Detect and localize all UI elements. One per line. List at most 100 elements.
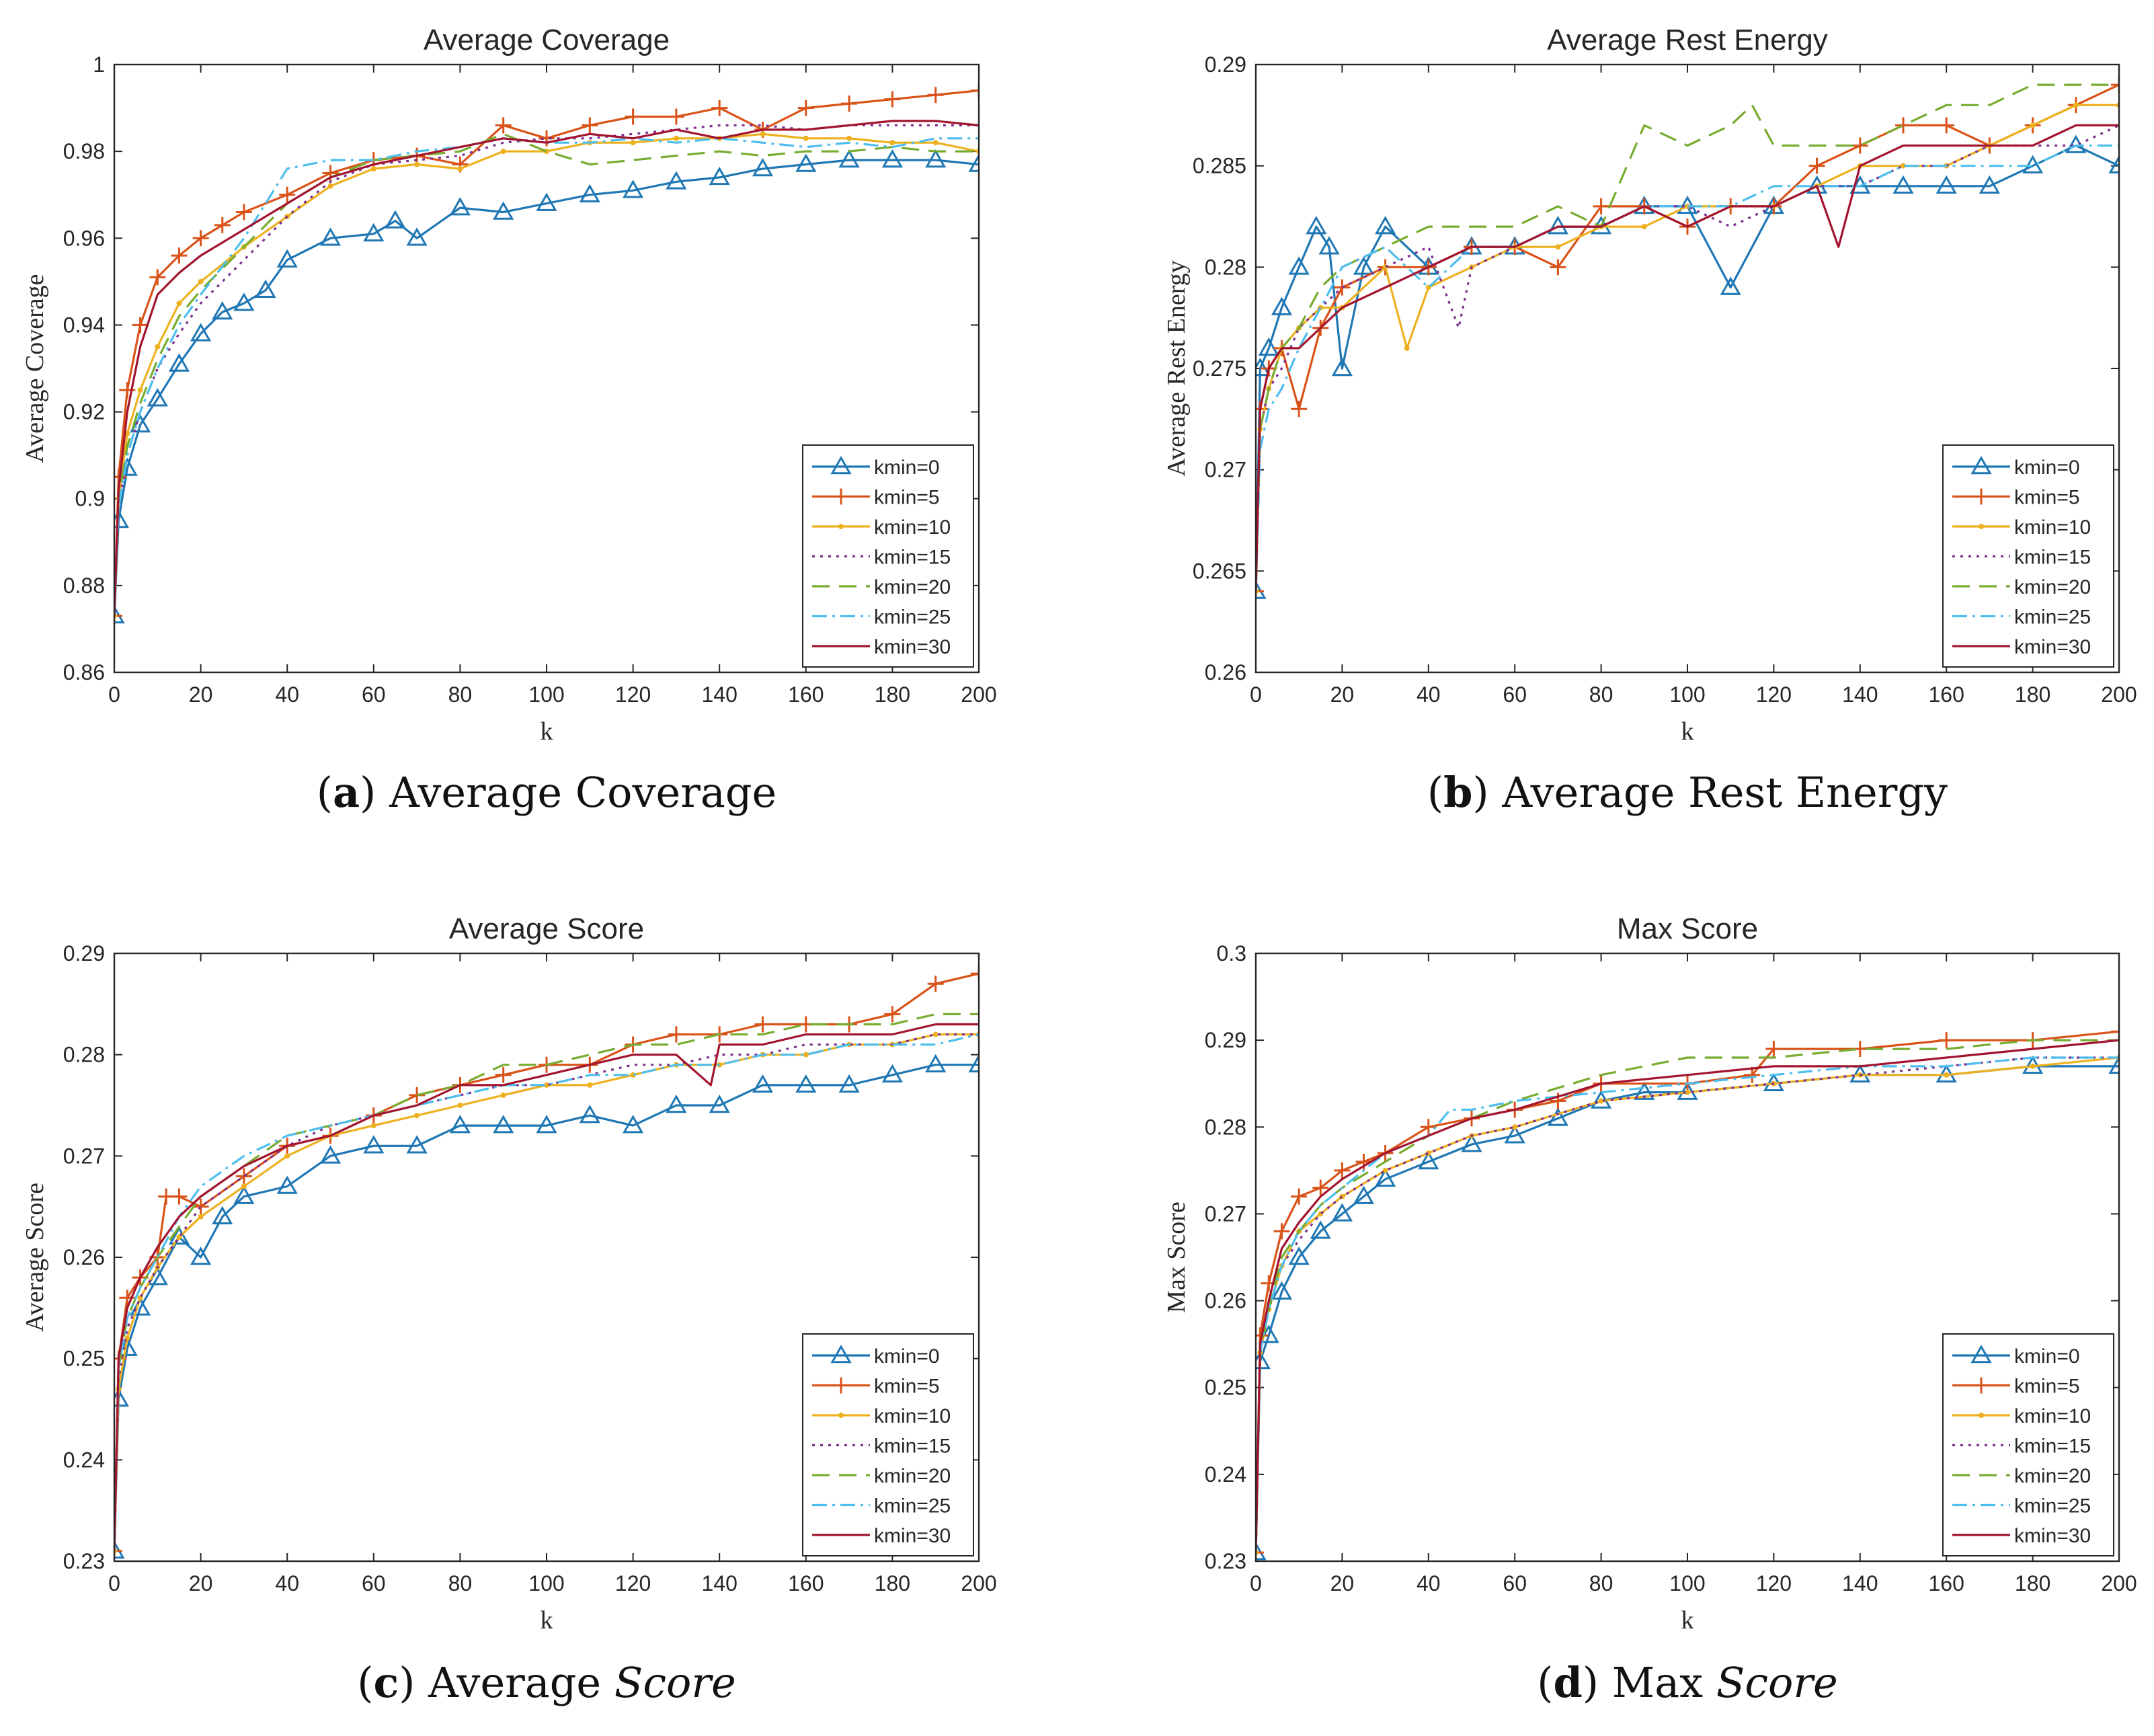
x-tick-label: 20 — [1330, 682, 1355, 707]
x-tick-label: 80 — [1589, 1571, 1613, 1595]
x-tick-label: 140 — [702, 1571, 737, 1595]
data-point-marker — [838, 1074, 860, 1093]
data-point-marker — [841, 95, 858, 112]
legend: kmin=0 kmin=5 kmin=10 kmin=15 kmin=20 kmin=25… — [1942, 444, 2114, 668]
y-tick-label: 0.28 — [63, 1043, 105, 1067]
legend: kmin=0 kmin=5 kmin=10 kmin=15 kmin=20 kmin=25… — [1942, 1333, 2114, 1556]
y-tick-label: 1 — [93, 52, 105, 77]
data-point-marker — [1318, 236, 1340, 255]
data-point-marker — [1938, 117, 1955, 134]
data-point-marker — [1312, 1179, 1329, 1196]
y-axis-label: Average Score — [21, 1183, 49, 1332]
data-point-marker — [198, 1214, 204, 1220]
data-point-marker — [1550, 259, 1566, 276]
data-point-marker — [1555, 244, 1561, 250]
data-point-marker — [1291, 401, 1308, 418]
series-line-kmin-15 — [114, 1033, 979, 1551]
legend-entry: kmin=30 — [874, 1525, 951, 1547]
y-tick-label: 0.26 — [63, 1245, 105, 1269]
data-point-marker — [582, 117, 598, 134]
chart-panel-b: Average Rest Energy 0 20 40 60 80 100 120 140 160… — [1162, 24, 2137, 746]
data-point-marker — [1404, 345, 1410, 351]
y-axis-label: Average Rest Energy — [1162, 260, 1191, 476]
data-point-marker — [711, 100, 728, 116]
legend-marker — [830, 455, 852, 475]
data-point-marker — [114, 1540, 125, 1559]
x-tick-label: 0 — [108, 1571, 120, 1595]
legend-entry: kmin=10 — [874, 1405, 951, 1427]
x-tick-label: 180 — [2015, 1571, 2050, 1595]
x-tick-label: 0 — [1250, 682, 1262, 707]
data-point-marker — [709, 166, 730, 186]
legend-marker — [838, 524, 844, 529]
y-tick-label: 0.26 — [1205, 660, 1246, 684]
series-line-kmin-15 — [1256, 1056, 2119, 1553]
y-tick-label: 0.25 — [1205, 1376, 1246, 1400]
data-point-marker — [1334, 1162, 1351, 1179]
data-point-marker — [457, 1103, 463, 1108]
data-point-marker — [579, 184, 600, 202]
data-point-marker — [2030, 1063, 2036, 1069]
data-point-marker — [795, 153, 817, 172]
x-tick-label: 140 — [1842, 1571, 1878, 1595]
x-tick-label: 40 — [1417, 682, 1441, 707]
data-point-marker — [114, 605, 125, 624]
x-tick-label: 160 — [788, 682, 824, 707]
data-point-marker — [1547, 216, 1568, 235]
chart-title: Average Rest Energy — [1547, 24, 1827, 56]
data-point-marker — [414, 1113, 420, 1119]
legend-entry: kmin=10 — [2014, 1405, 2091, 1427]
y-tick-label: 0.265 — [1193, 559, 1246, 583]
data-point-marker — [1851, 137, 1868, 154]
legend-entry: kmin=25 — [2014, 606, 2091, 629]
data-point-marker — [363, 223, 385, 242]
data-point-marker — [1744, 1066, 1761, 1083]
data-point-marker — [500, 1092, 506, 1098]
y-tick-label: 0.29 — [1205, 52, 1246, 77]
data-point-marker — [623, 1115, 644, 1134]
legend-marker — [838, 1413, 844, 1418]
legend-marker — [830, 1344, 852, 1364]
data-point-marker — [1306, 216, 1327, 235]
data-point-marker — [752, 1074, 774, 1093]
data-point-marker — [1547, 1107, 1568, 1126]
legend-entry: kmin=15 — [2014, 1435, 2091, 1458]
series-group — [1256, 77, 2119, 600]
data-point-marker — [1288, 256, 1310, 275]
data-point-marker — [673, 135, 679, 141]
legend-entry: kmin=10 — [2014, 516, 2091, 539]
data-point-marker — [1310, 1220, 1331, 1239]
plot-frame — [113, 63, 980, 674]
data-point-marker — [1634, 1081, 1655, 1100]
data-point-marker — [925, 149, 947, 168]
data-point-marker — [1288, 1246, 1310, 1265]
data-point-marker — [327, 183, 333, 189]
y-tick-label: 0.29 — [63, 941, 105, 965]
y-axis-label: Average Coverage — [21, 274, 49, 463]
data-point-marker — [1641, 224, 1647, 230]
x-tick-label: 120 — [1756, 1571, 1792, 1595]
data-point-marker — [881, 149, 903, 168]
x-tick-label: 180 — [2015, 682, 2050, 707]
data-point-marker — [668, 108, 684, 125]
data-point-marker — [968, 153, 979, 172]
x-tick-label: 80 — [448, 1571, 473, 1595]
legend-entry: kmin=10 — [874, 516, 951, 539]
data-point-marker — [1256, 580, 1267, 599]
x-tick-label: 0 — [108, 682, 120, 707]
legend: kmin=0 kmin=5 kmin=10 kmin=15 kmin=20 kmin=25… — [802, 1333, 974, 1556]
y-axis-label: Max Score — [1162, 1201, 1191, 1313]
data-point-marker — [155, 344, 161, 350]
y-tick-label: 0.24 — [1205, 1462, 1246, 1487]
y-tick-label: 0.28 — [1205, 1115, 1246, 1139]
legend-entry: kmin=25 — [2014, 1495, 2091, 1517]
legend-marker — [1973, 1377, 1989, 1394]
y-tick-label: 0.29 — [1205, 1028, 1246, 1052]
series-line-kmin-30 — [1256, 1039, 2119, 1553]
data-point-marker — [212, 1206, 233, 1224]
x-tick-label: 100 — [528, 682, 564, 707]
data-point-marker — [2108, 155, 2119, 173]
data-point-marker — [114, 1542, 122, 1559]
y-tick-label: 0.26 — [1205, 1289, 1246, 1313]
series-group — [114, 965, 979, 1559]
